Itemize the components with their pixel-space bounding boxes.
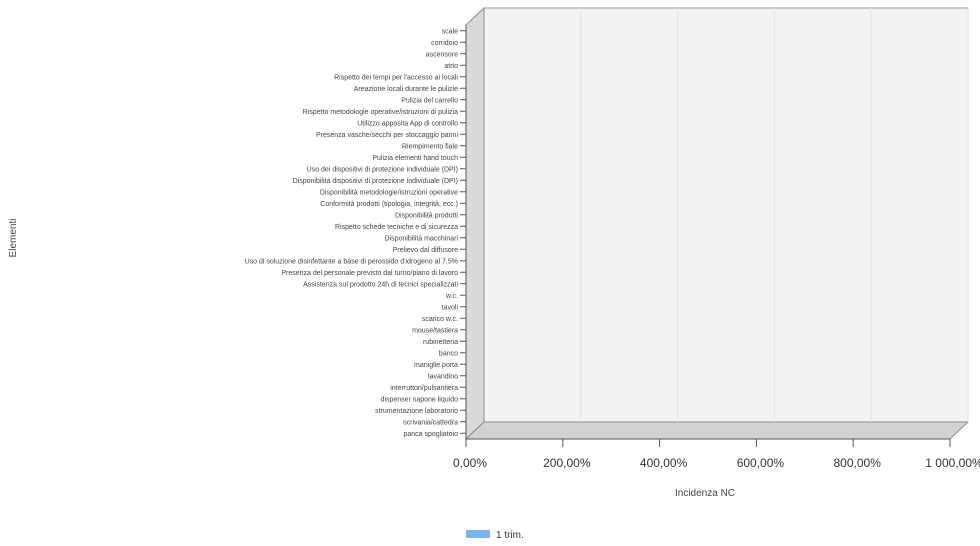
category-label: lavandino [428,373,458,380]
category-label: maniglie porta [414,362,458,369]
x-tick-label: 600,00% [737,456,785,470]
category-label: dispenser sapone liquido [381,396,459,403]
legend-label: 1 trim. [496,530,524,541]
x-tick-label: 200,00% [543,456,591,470]
category-label: Disponibilità prodotti [395,212,458,219]
legend-swatch [466,530,490,538]
category-label: Presenza vasche/secchi per stoccaggio pa… [316,132,458,139]
category-label: strumentazione laboratorio [375,408,458,415]
category-label: Utilizzo apposita App di controllo [357,120,458,127]
category-label: Assistenza sul prodotto 24h di tecnici s… [303,281,458,288]
category-label: Disponibilità metodologie/istruzioni ope… [320,189,458,196]
category-label: scarico w.c. [422,316,458,323]
category-label: Presenza del personale previsto dal turn… [281,270,458,277]
category-label: Rispetto schede tecniche e di sicurezza [335,224,458,231]
x-tick-label: 1 000,00% [925,456,980,470]
category-label: mouse/tastiera [412,327,458,334]
category-label: atrio [444,63,458,70]
category-label: corridoio [431,40,458,47]
category-label: rubinetteria [423,339,458,346]
category-label: Riempimento fiale [402,143,458,150]
category-label: ascensore [426,51,458,58]
category-label: Uso dei dispositivi di protezione indivi… [307,166,458,173]
category-label: Pulizia del carrello [401,97,458,104]
side-wall [465,6,485,441]
x-tick-label: 800,00% [834,456,882,470]
category-label: Disponibilità macchinari [384,235,458,242]
category-label: tavoli [442,304,459,311]
gridlines [580,8,969,422]
x-tick-label: 400,00% [640,456,688,470]
legend[interactable]: 1 trim. [466,530,524,541]
category-label: Rispetto dei tempi per l'accesso ai loca… [334,74,458,81]
category-label: Prelievo dal diffusore [393,247,458,254]
x-axis-title: Incidenza NC [675,488,735,499]
category-label: w.c. [445,293,458,300]
y-axis-title: Elementi [8,219,19,258]
category-label: scrivania/cattedra [403,419,458,426]
category-label: scale [442,28,458,35]
category-label: Rispetto metodologie operative/istruzion… [303,109,458,116]
category-label: interruttori/pulsantiera [390,385,458,392]
category-label: Areazione locali durante le pulizie [354,86,458,93]
category-axis: scale corridoio ascensore atrio Rispetto dei… [245,25,467,439]
category-label: Pulizia elementi hand touch [372,155,458,162]
category-label: Disponibilità dispositivi di protezione … [293,178,458,185]
category-label: Conformità prodotti (tipologia, integrit… [320,201,458,208]
x-tick-label: 0,00% [453,456,487,470]
x-axis: 0,00% 200,00% 400,00% 600,00% 800,00% 1 000,0… [453,438,980,470]
category-label: Uso di soluzione disinfettante a base di… [245,258,458,265]
plot-area-3d [464,6,970,441]
floor [464,421,970,440]
category-label: panca spogliatoio [404,431,459,438]
category-label: banco [439,350,458,357]
back-wall [483,7,969,423]
